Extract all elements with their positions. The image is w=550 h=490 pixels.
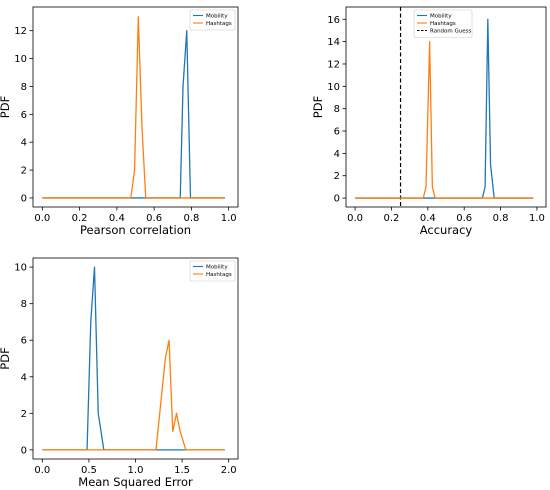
x-tick-label: 0.6	[146, 213, 162, 224]
y-tick-label: 0	[334, 194, 340, 205]
x-tick-label: 2.0	[221, 465, 237, 476]
y-tick-label: 14	[327, 37, 340, 48]
legend-box	[413, 9, 473, 38]
x-tick-label: 0.6	[456, 213, 472, 224]
y-axis-label: PDF	[0, 347, 12, 369]
y-tick-label: 0	[21, 193, 27, 204]
x-tick-label: 1.0	[128, 465, 144, 476]
series-line-hashtags	[42, 16, 225, 199]
x-tick-label: 0.2	[384, 213, 400, 224]
y-tick-label: 8	[334, 104, 340, 115]
y-tick-label: 10	[327, 82, 340, 93]
y-tick-label: 2	[21, 166, 27, 177]
x-tick-label: 0.2	[72, 213, 88, 224]
x-tick-label: 1.0	[221, 213, 237, 224]
y-tick-label: 2	[334, 171, 340, 182]
plot-frame	[345, 6, 547, 208]
y-axis-label: PDF	[0, 96, 12, 118]
y-tick-label: 16	[327, 15, 340, 26]
series-line-mobility	[42, 266, 225, 451]
legend-label: Hashtags	[206, 21, 232, 27]
mean-squared-error-chart: 0.0 0.5 1.0 1.5 2.0 0 2 4 6 8 10 Mean Squared Error…	[0, 257, 239, 489]
y-tick-label: 8	[21, 299, 27, 310]
x-tick-label: 0.8	[493, 213, 509, 224]
plot-frame	[32, 257, 239, 460]
y-tick-label: 10	[14, 263, 27, 274]
y-tick-label: 12	[14, 26, 27, 37]
y-axis-label: PDF	[311, 96, 325, 118]
y-tick-label: 4	[21, 372, 27, 383]
x-tick-label: 0.4	[420, 213, 436, 224]
y-tick-label: 6	[21, 336, 27, 347]
y-tick-label: 2	[21, 409, 27, 420]
x-axis-label: Pearson correlation	[80, 223, 191, 237]
legend-label: Hashtags	[430, 21, 456, 27]
y-tick-label: 4	[21, 138, 27, 149]
accuracy-chart: 0.0 0.2 0.4 0.6 0.8 1.0 0 2 4 6 8 10 12 14 16 Accuracy P…	[311, 6, 547, 237]
legend-label: Hashtags	[206, 272, 232, 278]
series-line-hashtags	[355, 40, 534, 199]
x-tick-label: 0.0	[347, 213, 363, 224]
x-tick-label: 0.4	[109, 213, 125, 224]
y-tick-label: 6	[21, 110, 27, 121]
x-tick-label: 0.0	[34, 465, 50, 476]
pearson-correlation-chart: 0.0 0.2 0.4 0.6 0.8 1.0 0 2 4 6 8 10 12 Pearson corre…	[0, 6, 239, 237]
y-tick-label: 0	[21, 445, 27, 456]
x-tick-label: 1.0	[529, 213, 545, 224]
legend-label: Mobility	[206, 265, 228, 271]
series-line-mobility	[355, 18, 534, 199]
x-tick-label: 1.5	[174, 465, 190, 476]
y-tick-label: 12	[327, 59, 340, 70]
x-tick-label: 0.0	[34, 213, 50, 224]
y-tick-label: 10	[14, 54, 27, 65]
plot-frame	[32, 6, 239, 208]
x-axis-label: Mean Squared Error	[78, 475, 193, 489]
legend-label: Random Guess	[430, 29, 472, 35]
x-tick-label: 0.8	[183, 213, 199, 224]
series-line-hashtags	[42, 339, 225, 451]
legend-label: Mobility	[430, 14, 452, 20]
x-tick-label: 0.5	[81, 465, 97, 476]
y-tick-label: 8	[21, 82, 27, 93]
x-axis-label: Accuracy	[420, 223, 473, 237]
y-tick-label: 4	[334, 149, 340, 160]
y-tick-label: 6	[334, 127, 340, 138]
legend-label: Mobility	[206, 14, 228, 20]
